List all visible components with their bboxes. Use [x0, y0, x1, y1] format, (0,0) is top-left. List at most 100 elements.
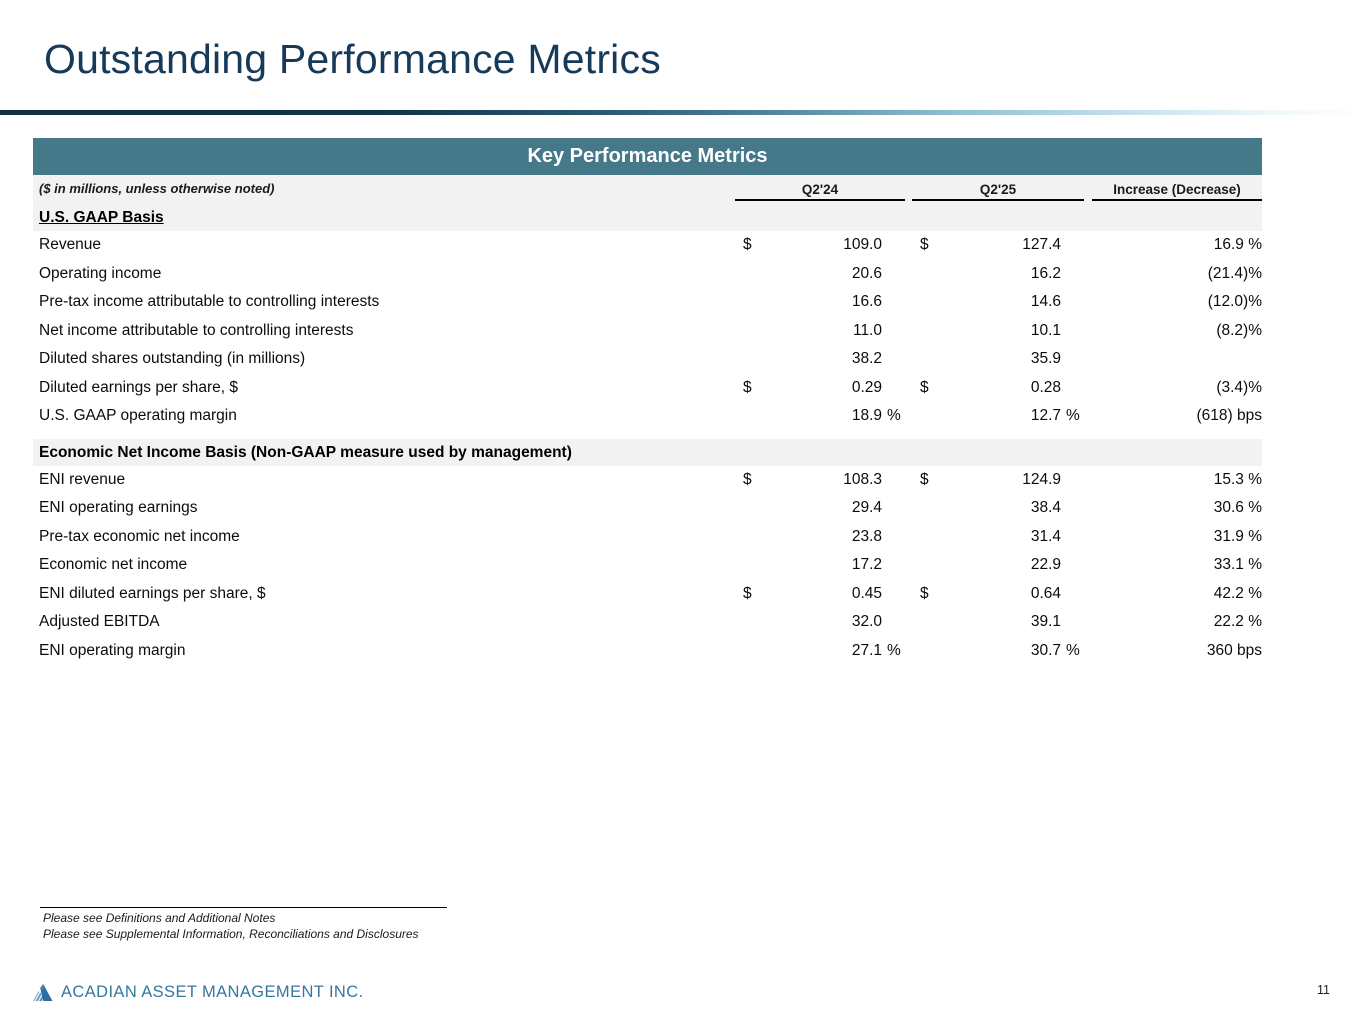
cell-value: 360 bps	[1206, 641, 1262, 659]
cell-value: 16.2	[1030, 264, 1061, 282]
cell-value: 31.4	[1030, 527, 1061, 545]
cell-value: 33.1 %	[1213, 556, 1262, 574]
cell-c2: 39.1	[912, 613, 1084, 631]
cell-c1: $108.3	[735, 471, 905, 489]
cell-value: 20.6	[851, 264, 882, 282]
footnotes: Please see Definitions and Additional No…	[43, 910, 419, 942]
cell-value: 0.45	[851, 584, 882, 602]
row-label: U.S. GAAP operating margin	[39, 407, 237, 425]
cell-c2: $127.4	[912, 236, 1084, 254]
footer-brand: ACADIAN ASSET MANAGEMENT INC.	[33, 983, 364, 1002]
cell-value: 30.6 %	[1213, 499, 1262, 517]
cell-change: 33.1 %	[1092, 556, 1262, 574]
cell-c2: 14.6	[912, 293, 1084, 311]
title-divider	[0, 110, 1365, 115]
cell-c2: 16.2	[912, 265, 1084, 283]
cell-value: 124.9	[1022, 470, 1061, 488]
row-label: Economic net income	[39, 556, 188, 574]
cell-c2: 10.1	[912, 322, 1084, 340]
table-row: ENI operating earnings 29.4 38.4 30.6 %	[33, 494, 1262, 523]
cell-value: 16.9 %	[1213, 236, 1262, 254]
cell-value: 22.2 %	[1213, 613, 1262, 631]
currency-sign: $	[743, 470, 752, 488]
cell-value: 17.2	[851, 556, 882, 574]
row-label: Diluted earnings per share, $	[39, 378, 239, 396]
currency-sign: $	[743, 236, 752, 254]
cell-value: 12.7	[1030, 407, 1061, 425]
cell-change: (618) bps	[1092, 407, 1262, 425]
cell-value: 15.3 %	[1213, 470, 1262, 488]
footer-brand-text: ACADIAN ASSET MANAGEMENT INC.	[61, 983, 364, 1001]
cell-value: 22.9	[1030, 556, 1061, 574]
cell-c1: 32.0	[735, 613, 905, 631]
cell-value: 16.6	[851, 293, 882, 311]
table-row: ENI operating margin 27.1% 30.7% 360 bps	[33, 636, 1262, 665]
column-header-q2-25: Q2'25	[912, 175, 1084, 201]
table-row: Pre-tax economic net income 23.8 31.4 31.9 …	[33, 522, 1262, 551]
key-performance-metrics-table: Key Performance Metrics ($ in millions, …	[33, 138, 1262, 665]
footnote-supplemental: Please see Supplemental Information, Rec…	[43, 927, 419, 941]
cell-c1: 16.6	[735, 293, 905, 311]
cell-c1: 23.8	[735, 528, 905, 546]
row-label: ENI operating margin	[39, 641, 186, 659]
currency-sign: $	[920, 236, 929, 254]
row-label: Diluted shares outstanding (in millions)	[39, 350, 306, 368]
cell-change: 15.3 %	[1092, 471, 1262, 489]
cell-value: 23.8	[851, 527, 882, 545]
cell-value: 109.0	[843, 236, 882, 254]
cell-value: 39.1	[1030, 613, 1061, 631]
section-header-label: U.S. GAAP Basis	[39, 209, 164, 226]
cell-value: 30.7	[1030, 641, 1061, 659]
table-subheader-row: ($ in millions, unless otherwise noted) …	[33, 175, 1262, 204]
cell-value: (618) bps	[1196, 407, 1262, 425]
page-title: Outstanding Performance Metrics	[44, 36, 661, 82]
cell-c1: 20.6	[735, 265, 905, 283]
cell-c2: $124.9	[912, 471, 1084, 489]
cell-value: 18.9	[851, 407, 882, 425]
table-row: ENI revenue $108.3 $124.9 15.3 %	[33, 465, 1262, 494]
column-header-increase-decrease: Increase (Decrease)	[1092, 175, 1262, 201]
cell-suffix: %	[887, 407, 901, 425]
currency-sign: $	[743, 584, 752, 602]
cell-value: (3.4)%	[1216, 378, 1262, 396]
row-label: ENI operating earnings	[39, 499, 198, 517]
cell-c2: 12.7%	[912, 407, 1084, 425]
column-header-q2-24: Q2'24	[735, 175, 905, 201]
table-row: Operating income 20.6 16.2 (21.4)%	[33, 259, 1262, 288]
cell-change: (8.2)%	[1092, 322, 1262, 340]
cell-value: (12.0)%	[1207, 293, 1262, 311]
acadian-logo-icon	[33, 984, 55, 1001]
cell-value: 0.64	[1030, 584, 1061, 602]
cell-c2: 22.9	[912, 556, 1084, 574]
cell-value: 14.6	[1030, 293, 1061, 311]
cell-c1: 29.4	[735, 499, 905, 517]
cell-suffix: %	[1066, 407, 1080, 425]
table-row: ENI diluted earnings per share, $ $0.45 $0…	[33, 579, 1262, 608]
cell-c2: 31.4	[912, 528, 1084, 546]
cell-c1: 17.2	[735, 556, 905, 574]
row-label: Pre-tax economic net income	[39, 527, 240, 545]
cell-c2: $0.28	[912, 379, 1084, 397]
row-label: Operating income	[39, 264, 162, 282]
cell-c2: 35.9	[912, 350, 1084, 368]
cell-change: 42.2 %	[1092, 585, 1262, 603]
section-header-0: U.S. GAAP Basis	[33, 204, 1262, 231]
cell-c1: 38.2	[735, 350, 905, 368]
table-title-bar: Key Performance Metrics	[33, 138, 1262, 175]
table-row: Diluted earnings per share, $ $0.29 $0.28(…	[33, 373, 1262, 402]
cell-change: (21.4)%	[1092, 265, 1262, 283]
cell-change: 360 bps	[1092, 642, 1262, 660]
cell-c1: 18.9%	[735, 407, 905, 425]
row-label: ENI diluted earnings per share, $	[39, 584, 266, 602]
cell-value: 38.4	[1030, 499, 1061, 517]
cell-value: 38.2	[851, 350, 882, 368]
cell-value: (8.2)%	[1216, 321, 1262, 339]
table-row: U.S. GAAP operating margin 18.9% 12.7% (618…	[33, 402, 1262, 431]
cell-c1: 11.0	[735, 322, 905, 340]
currency-sign: $	[920, 378, 929, 396]
row-label: ENI revenue	[39, 470, 126, 488]
table-section-1: Economic Net Income Basis (Non-GAAP meas…	[33, 438, 1262, 665]
section-header-label: Economic Net Income Basis (Non-GAAP meas…	[39, 443, 572, 461]
cell-value: 29.4	[851, 499, 882, 517]
